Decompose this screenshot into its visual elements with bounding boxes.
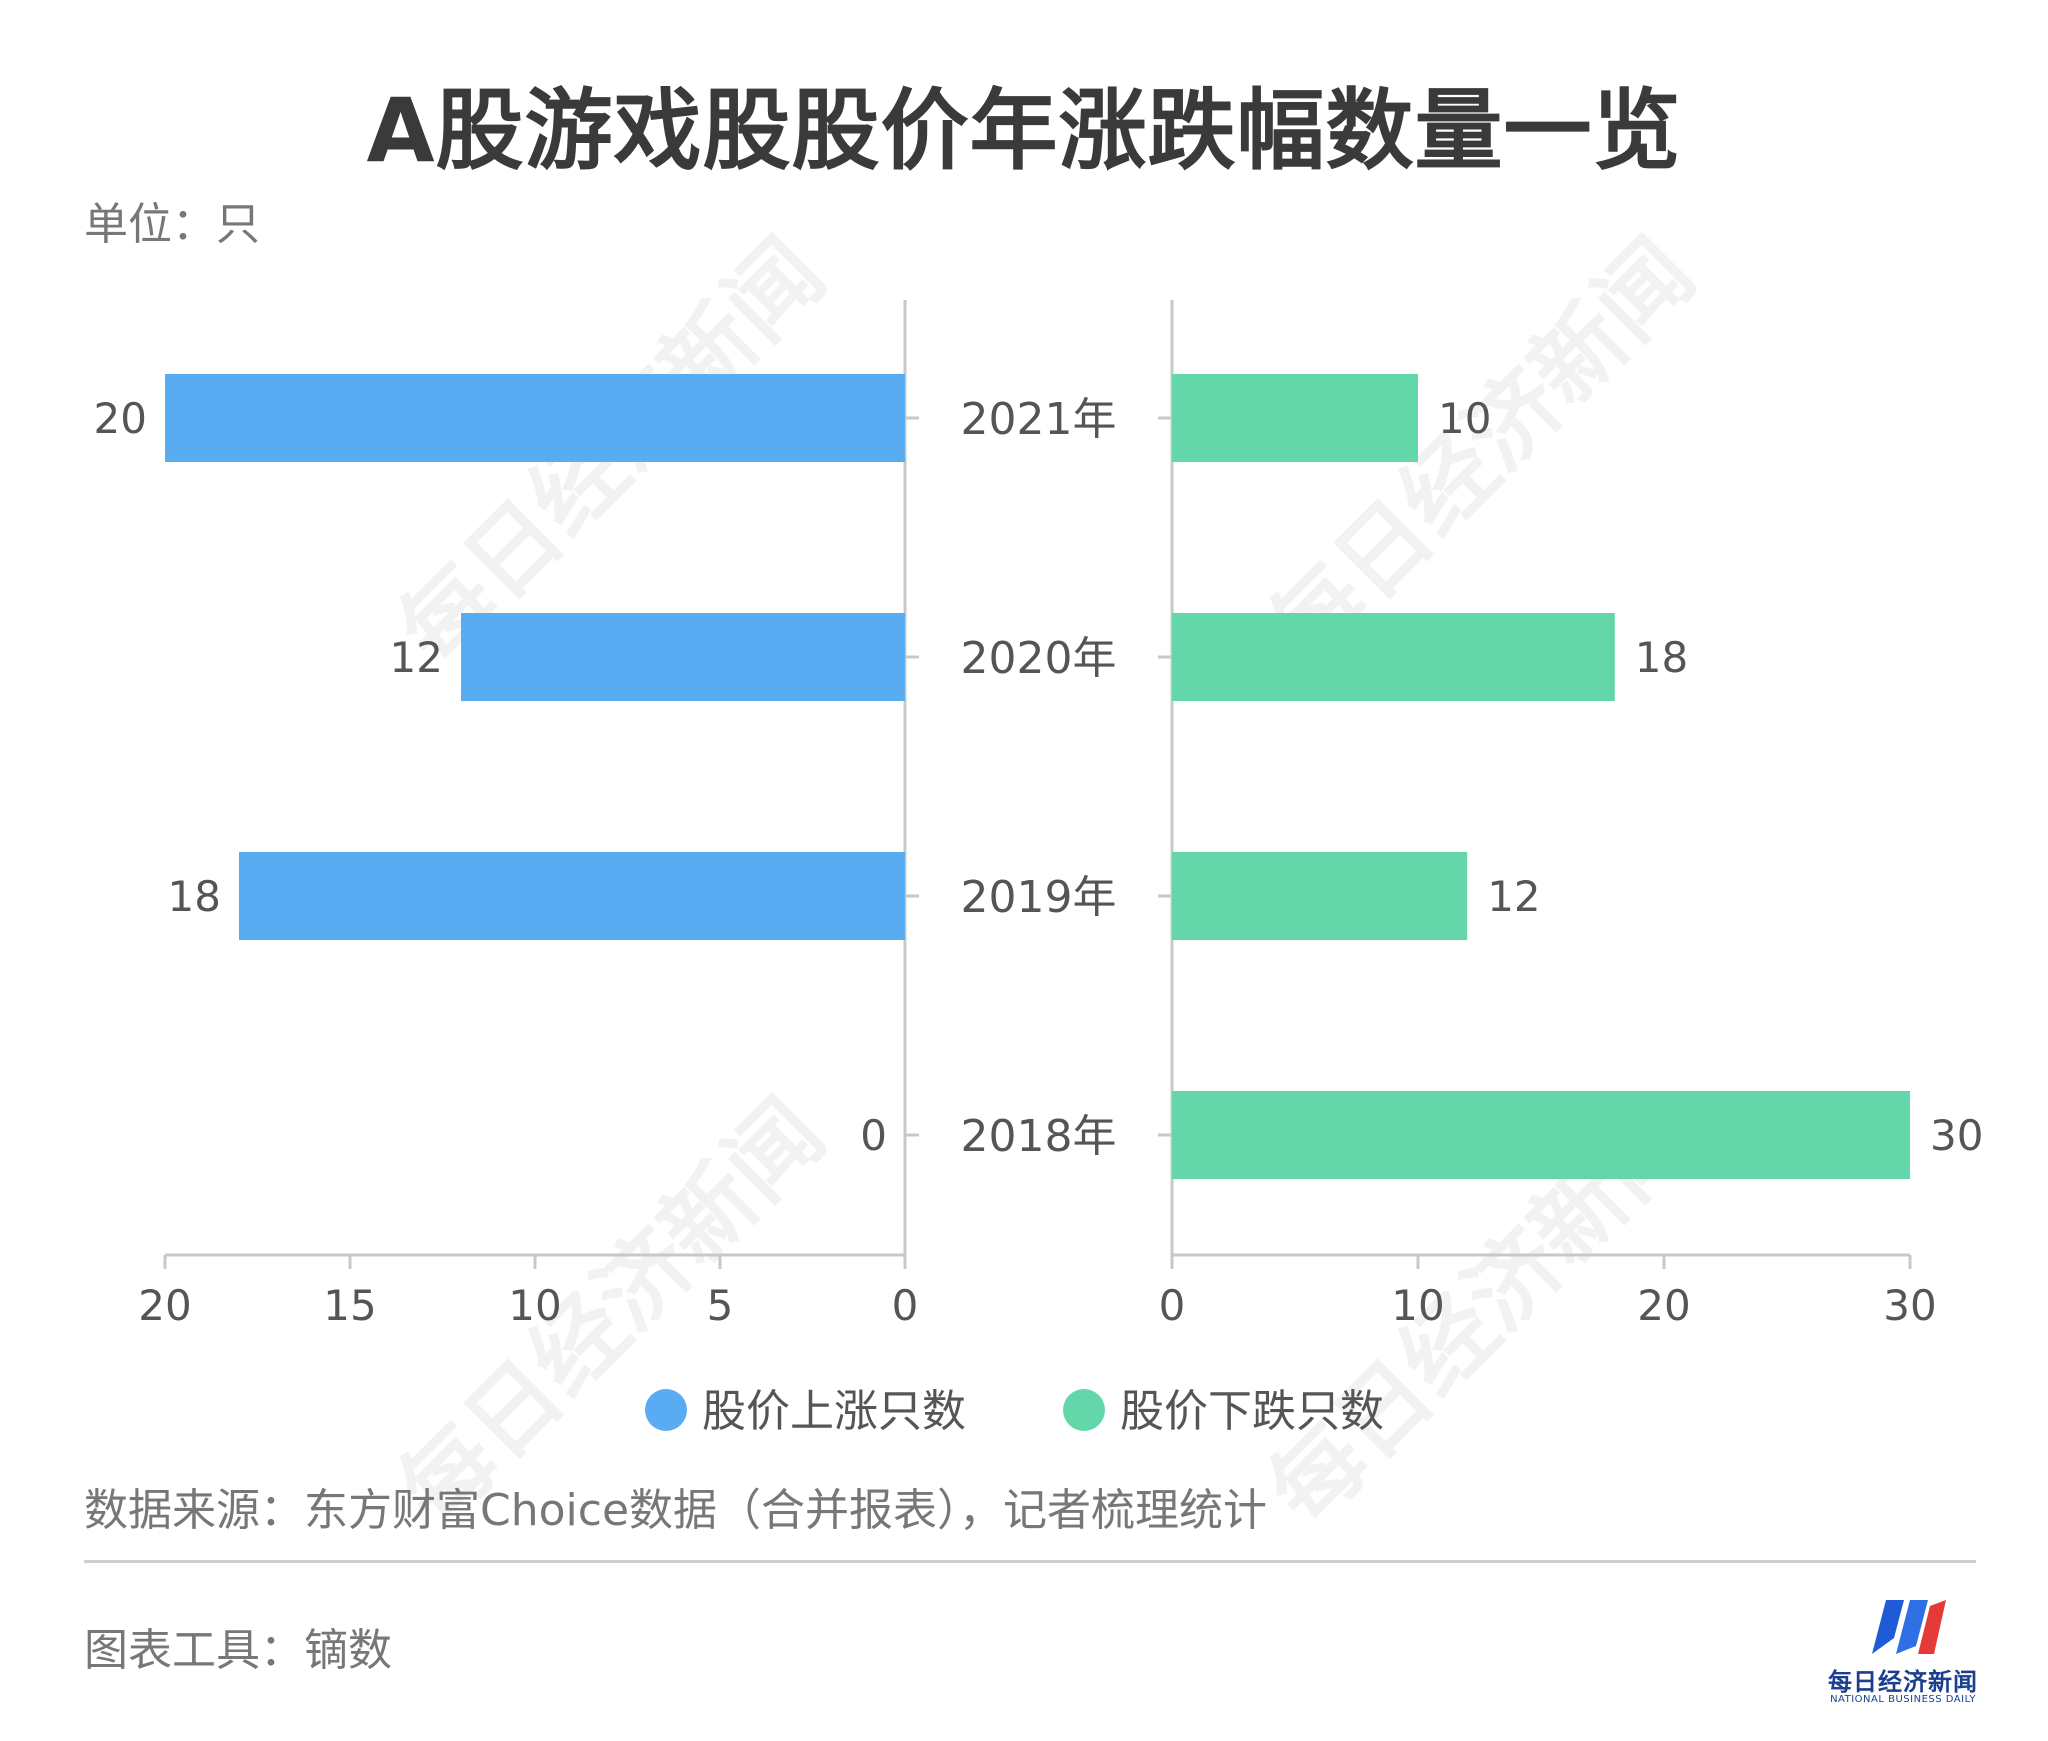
rise-bar (461, 613, 905, 701)
fall-bar (1172, 613, 1615, 701)
category-label: 2021年 (961, 394, 1117, 445)
footer-divider (84, 1560, 1976, 1563)
chart-title: A股游戏股股价年涨跌幅数量一览 (366, 79, 1682, 182)
fall-bar (1172, 852, 1468, 940)
category-label: 2020年 (961, 633, 1117, 684)
fall-value-label: 12 (1487, 872, 1540, 921)
right-x-tick-label: 10 (1391, 1281, 1444, 1330)
logo-name-cn: 每日经济新闻 (1828, 1668, 1978, 1696)
right-x-tick-label: 30 (1883, 1281, 1936, 1330)
left-x-tick-label: 10 (508, 1281, 561, 1330)
chart-tool-credit: 图表工具：镝数 (84, 1625, 392, 1676)
fall-bar (1172, 374, 1418, 462)
rise-value-label: 0 (860, 1111, 887, 1160)
rise-value-label: 18 (168, 872, 221, 921)
right-x-tick-label: 20 (1637, 1281, 1690, 1330)
data-source: 数据来源：东方财富Choice数据（合并报表），记者梳理统计 (84, 1485, 1268, 1536)
publisher-logo: 每日经济新闻 NATIONAL BUSINESS DAILY (1818, 1596, 1988, 1706)
legend-label-rise: 股价上涨只数 (702, 1386, 966, 1437)
butterfly-bar-chart: 20 15 10 5 0 0 10 20 30 2021年 20 10 2020年 12 18 2019年 18… (94, 300, 1983, 1437)
left-x-tick-label: 0 (892, 1281, 919, 1330)
logo-name-en: NATIONAL BUSINESS DAILY (1830, 1694, 1976, 1705)
unit-label: 单位：只 (84, 199, 260, 250)
fall-value-label: 18 (1635, 633, 1688, 682)
right-x-tick-label: 0 (1159, 1281, 1186, 1330)
fall-bar (1172, 1091, 1910, 1179)
legend-swatch-rise (645, 1389, 687, 1431)
left-x-tick-label: 20 (138, 1281, 191, 1330)
rise-value-label: 12 (390, 633, 443, 682)
rise-value-label: 20 (94, 394, 147, 443)
category-label: 2019年 (961, 872, 1117, 923)
fall-value-label: 30 (1930, 1111, 1983, 1160)
legend-swatch-fall (1063, 1389, 1105, 1431)
rise-bar (239, 852, 905, 940)
rise-bar (165, 374, 905, 462)
legend-label-fall: 股价下跌只数 (1120, 1386, 1384, 1437)
left-x-tick-label: 15 (323, 1281, 376, 1330)
category-label: 2018年 (961, 1111, 1117, 1162)
nbd-logo-icon (1872, 1600, 1946, 1654)
left-x-tick-label: 5 (707, 1281, 734, 1330)
fall-value-label: 10 (1438, 394, 1491, 443)
